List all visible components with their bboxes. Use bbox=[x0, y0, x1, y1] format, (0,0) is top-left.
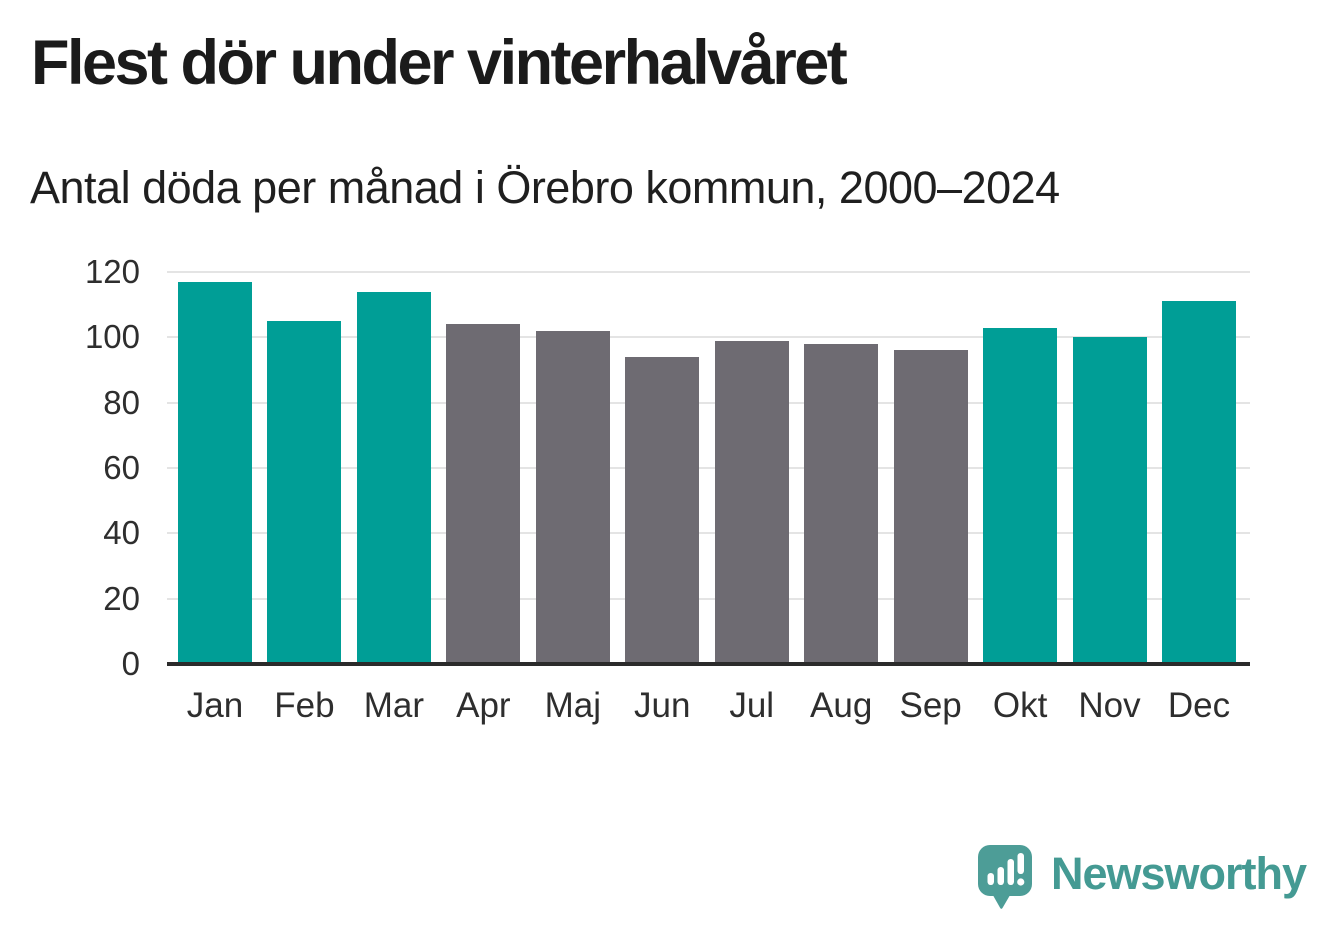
bar-slot-dec: Dec bbox=[1161, 272, 1236, 725]
bar-feb bbox=[267, 321, 342, 664]
x-axis-line bbox=[167, 662, 1250, 666]
chart-subtitle: Antal döda per månad i Örebro kommun, 20… bbox=[30, 162, 1060, 213]
bar-jun bbox=[625, 356, 700, 664]
x-axis-label-jul: Jul bbox=[729, 686, 775, 725]
y-axis-tick-label-80: 80 bbox=[103, 383, 140, 421]
gridline-y-100 bbox=[167, 336, 1250, 339]
bar-slot-jul: Jul bbox=[714, 272, 789, 725]
bar-nov bbox=[1072, 337, 1147, 664]
bar-jul bbox=[714, 340, 789, 664]
x-axis-label-nov: Nov bbox=[1078, 686, 1141, 725]
bar-slot-mar: Mar bbox=[356, 272, 431, 725]
x-axis-label-jun: Jun bbox=[634, 686, 691, 725]
newsworthy-logo-text: Newsworthy bbox=[1051, 847, 1307, 899]
x-axis-label-maj: Maj bbox=[544, 686, 602, 725]
x-axis-label-feb: Feb bbox=[274, 686, 335, 725]
bar-slot-apr: Apr bbox=[446, 272, 521, 725]
gridline-y-80 bbox=[167, 401, 1250, 404]
bar-series: Jan Feb Mar Apr Maj Jun Jul Aug Sep Okt Nov Dec bbox=[178, 272, 1236, 725]
x-axis-label-sep: Sep bbox=[899, 686, 962, 725]
y-axis-tick-label-100: 100 bbox=[84, 318, 140, 356]
bar-apr bbox=[446, 324, 521, 664]
x-axis-label-aug: Aug bbox=[810, 686, 873, 725]
page-title: Flest dör under vinterhalvåret bbox=[31, 28, 848, 98]
bar-slot-jun: Jun bbox=[625, 272, 700, 725]
bar-sep bbox=[893, 350, 968, 664]
bar-slot-okt: Okt bbox=[983, 272, 1058, 725]
x-axis-label-mar: Mar bbox=[363, 686, 425, 725]
bar-maj bbox=[535, 330, 610, 664]
newsworthy-logo-icon bbox=[978, 845, 1032, 909]
bar-jan bbox=[178, 281, 252, 664]
x-axis-label-jan: Jan bbox=[186, 686, 244, 725]
y-axis-tick-label-120: 120 bbox=[84, 253, 140, 290]
y-axis-tick-label-60: 60 bbox=[103, 449, 140, 486]
bar-okt bbox=[983, 327, 1058, 664]
bar-slot-feb: Feb bbox=[267, 272, 342, 725]
gridline-y-120 bbox=[167, 271, 1250, 273]
x-axis-label-dec: Dec bbox=[1167, 686, 1231, 725]
y-axis-tick-label-0: 0 bbox=[121, 645, 140, 682]
bar-dec bbox=[1161, 301, 1236, 664]
bar-aug bbox=[804, 343, 879, 664]
gridline-y-60 bbox=[167, 467, 1250, 469]
gridline-y-20 bbox=[167, 597, 1250, 600]
newsworthy-logo: Newsworthy bbox=[977, 844, 1307, 912]
bar-slot-sep: Sep bbox=[893, 272, 968, 725]
gridline-y-40 bbox=[167, 532, 1250, 535]
bar-slot-nov: Nov bbox=[1072, 272, 1147, 725]
y-axis-tick-label-20: 20 bbox=[103, 579, 140, 617]
bar-slot-jan: Jan bbox=[178, 272, 252, 725]
bar-slot-maj: Maj bbox=[535, 272, 610, 725]
x-axis-label-okt: Okt bbox=[992, 686, 1048, 725]
y-axis-tick-label-40: 40 bbox=[103, 514, 140, 552]
bar-slot-aug: Aug bbox=[804, 272, 879, 725]
bar-mar bbox=[356, 291, 431, 664]
x-axis-label-apr: Apr bbox=[456, 686, 511, 725]
